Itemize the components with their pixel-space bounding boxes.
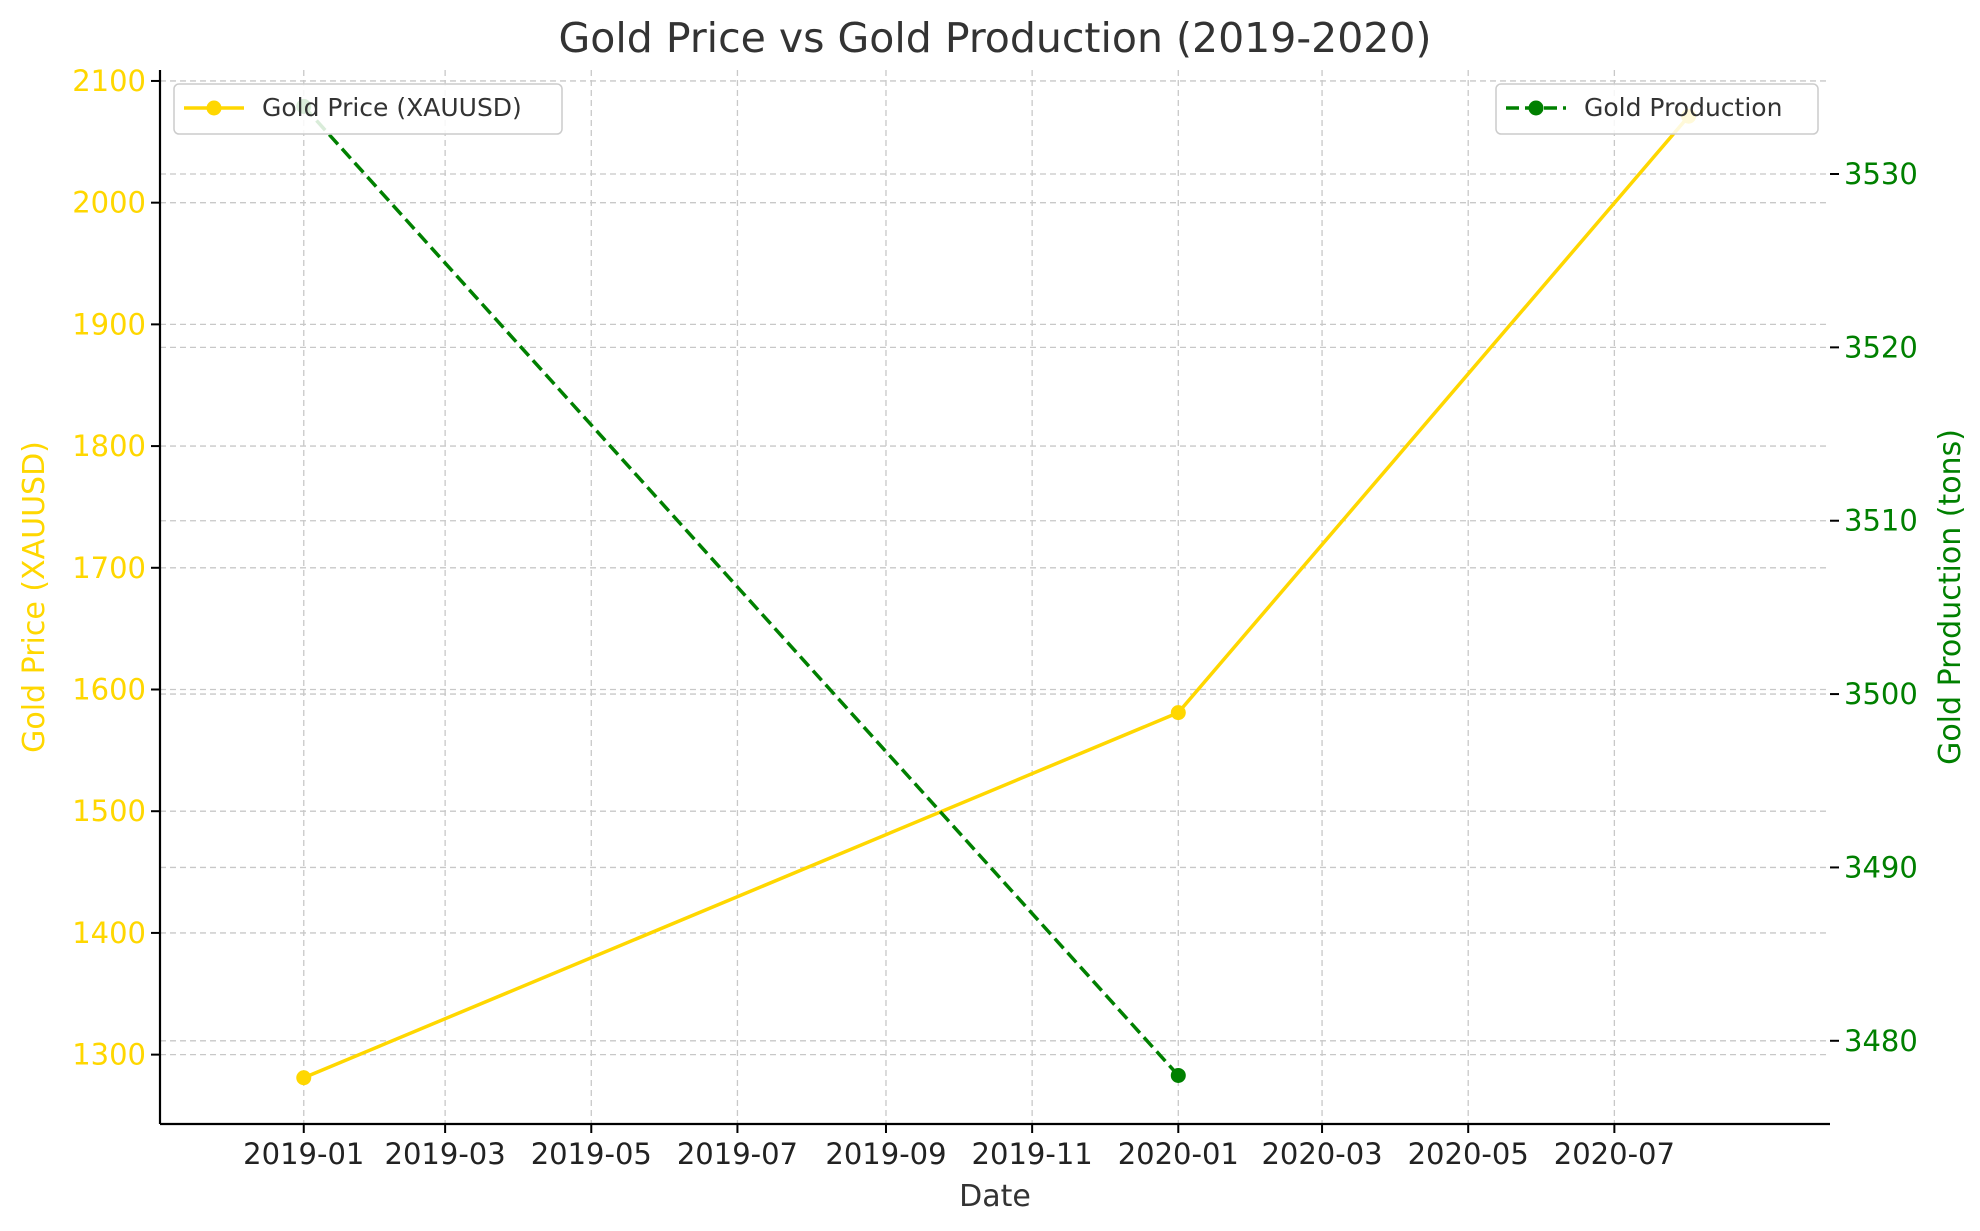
- y-left-tick-label: 1700: [72, 551, 146, 585]
- y-right-tick-label: 3510: [1844, 504, 1918, 538]
- x-tick-label: 2020-05: [1408, 1137, 1529, 1171]
- legend-layer: Gold Price (XAUUSD) Gold Production: [173, 83, 1819, 135]
- series-0-point: [296, 1070, 312, 1086]
- series-0-point: [1170, 705, 1186, 721]
- y-left-tick-label: 1600: [72, 672, 146, 706]
- y-right-tick-label: 3500: [1844, 677, 1918, 711]
- legend-right-box: [1495, 83, 1819, 135]
- labels-layer: Gold Price vs Gold Production (2019-2020…: [17, 14, 1968, 1214]
- x-tick-label: 2019-03: [385, 1137, 506, 1171]
- legend-right-swatch-marker: [1528, 100, 1544, 116]
- y-right-tick-label: 3490: [1844, 850, 1918, 884]
- series-line-1: [302, 105, 1180, 1077]
- x-axis-label: Date: [959, 1179, 1031, 1214]
- x-tick-label: 2019-05: [531, 1137, 652, 1171]
- y-left-tick-label: 1900: [72, 307, 146, 341]
- y-right-tick-label: 3480: [1844, 1024, 1918, 1058]
- x-tick-label: 2019-07: [677, 1137, 798, 1171]
- axes-layer: [158, 70, 1830, 1126]
- y-left-tick-label: 2000: [72, 186, 146, 220]
- legend-right-label: Gold Production: [1584, 93, 1782, 122]
- x-tick-label: 2019-01: [243, 1137, 364, 1171]
- chart-title: Gold Price vs Gold Production (2019-2020…: [559, 14, 1432, 62]
- y-right-tick-label: 3520: [1844, 330, 1918, 364]
- legend-left-swatch-marker: [206, 100, 222, 116]
- y-right-axis-label: Gold Production (tons): [1933, 429, 1968, 765]
- x-tick-label: 2020-03: [1261, 1137, 1382, 1171]
- y-left-tick-label: 1300: [72, 1038, 146, 1072]
- series-1-point: [1170, 1067, 1186, 1083]
- y-left-tick-label: 2100: [72, 64, 146, 98]
- legend-left-box: [173, 83, 563, 135]
- x-tick-label: 2019-11: [972, 1137, 1093, 1171]
- y-left-tick-label: 1500: [72, 794, 146, 828]
- grid-layer: [160, 70, 1830, 1124]
- legend-left-label: Gold Price (XAUUSD): [262, 93, 522, 122]
- y-right-tick-label: 3530: [1844, 157, 1918, 191]
- x-tick-label: 2020-07: [1554, 1137, 1675, 1171]
- legend-left: Gold Price (XAUUSD): [173, 83, 563, 135]
- ticks-layer: 2019-01 2019-03 2019-05 2019-07 2019-09 2019-…: [72, 64, 1918, 1171]
- x-tick-label: 2020-01: [1118, 1137, 1239, 1171]
- y-left-tick-label: 1800: [72, 429, 146, 463]
- y-left-tick-label: 1400: [72, 916, 146, 950]
- y-left-axis-label: Gold Price (XAUUSD): [17, 441, 52, 753]
- x-tick-label: 2019-09: [825, 1137, 946, 1171]
- legend-right: Gold Production: [1495, 83, 1819, 135]
- series-layer: [296, 98, 1697, 1086]
